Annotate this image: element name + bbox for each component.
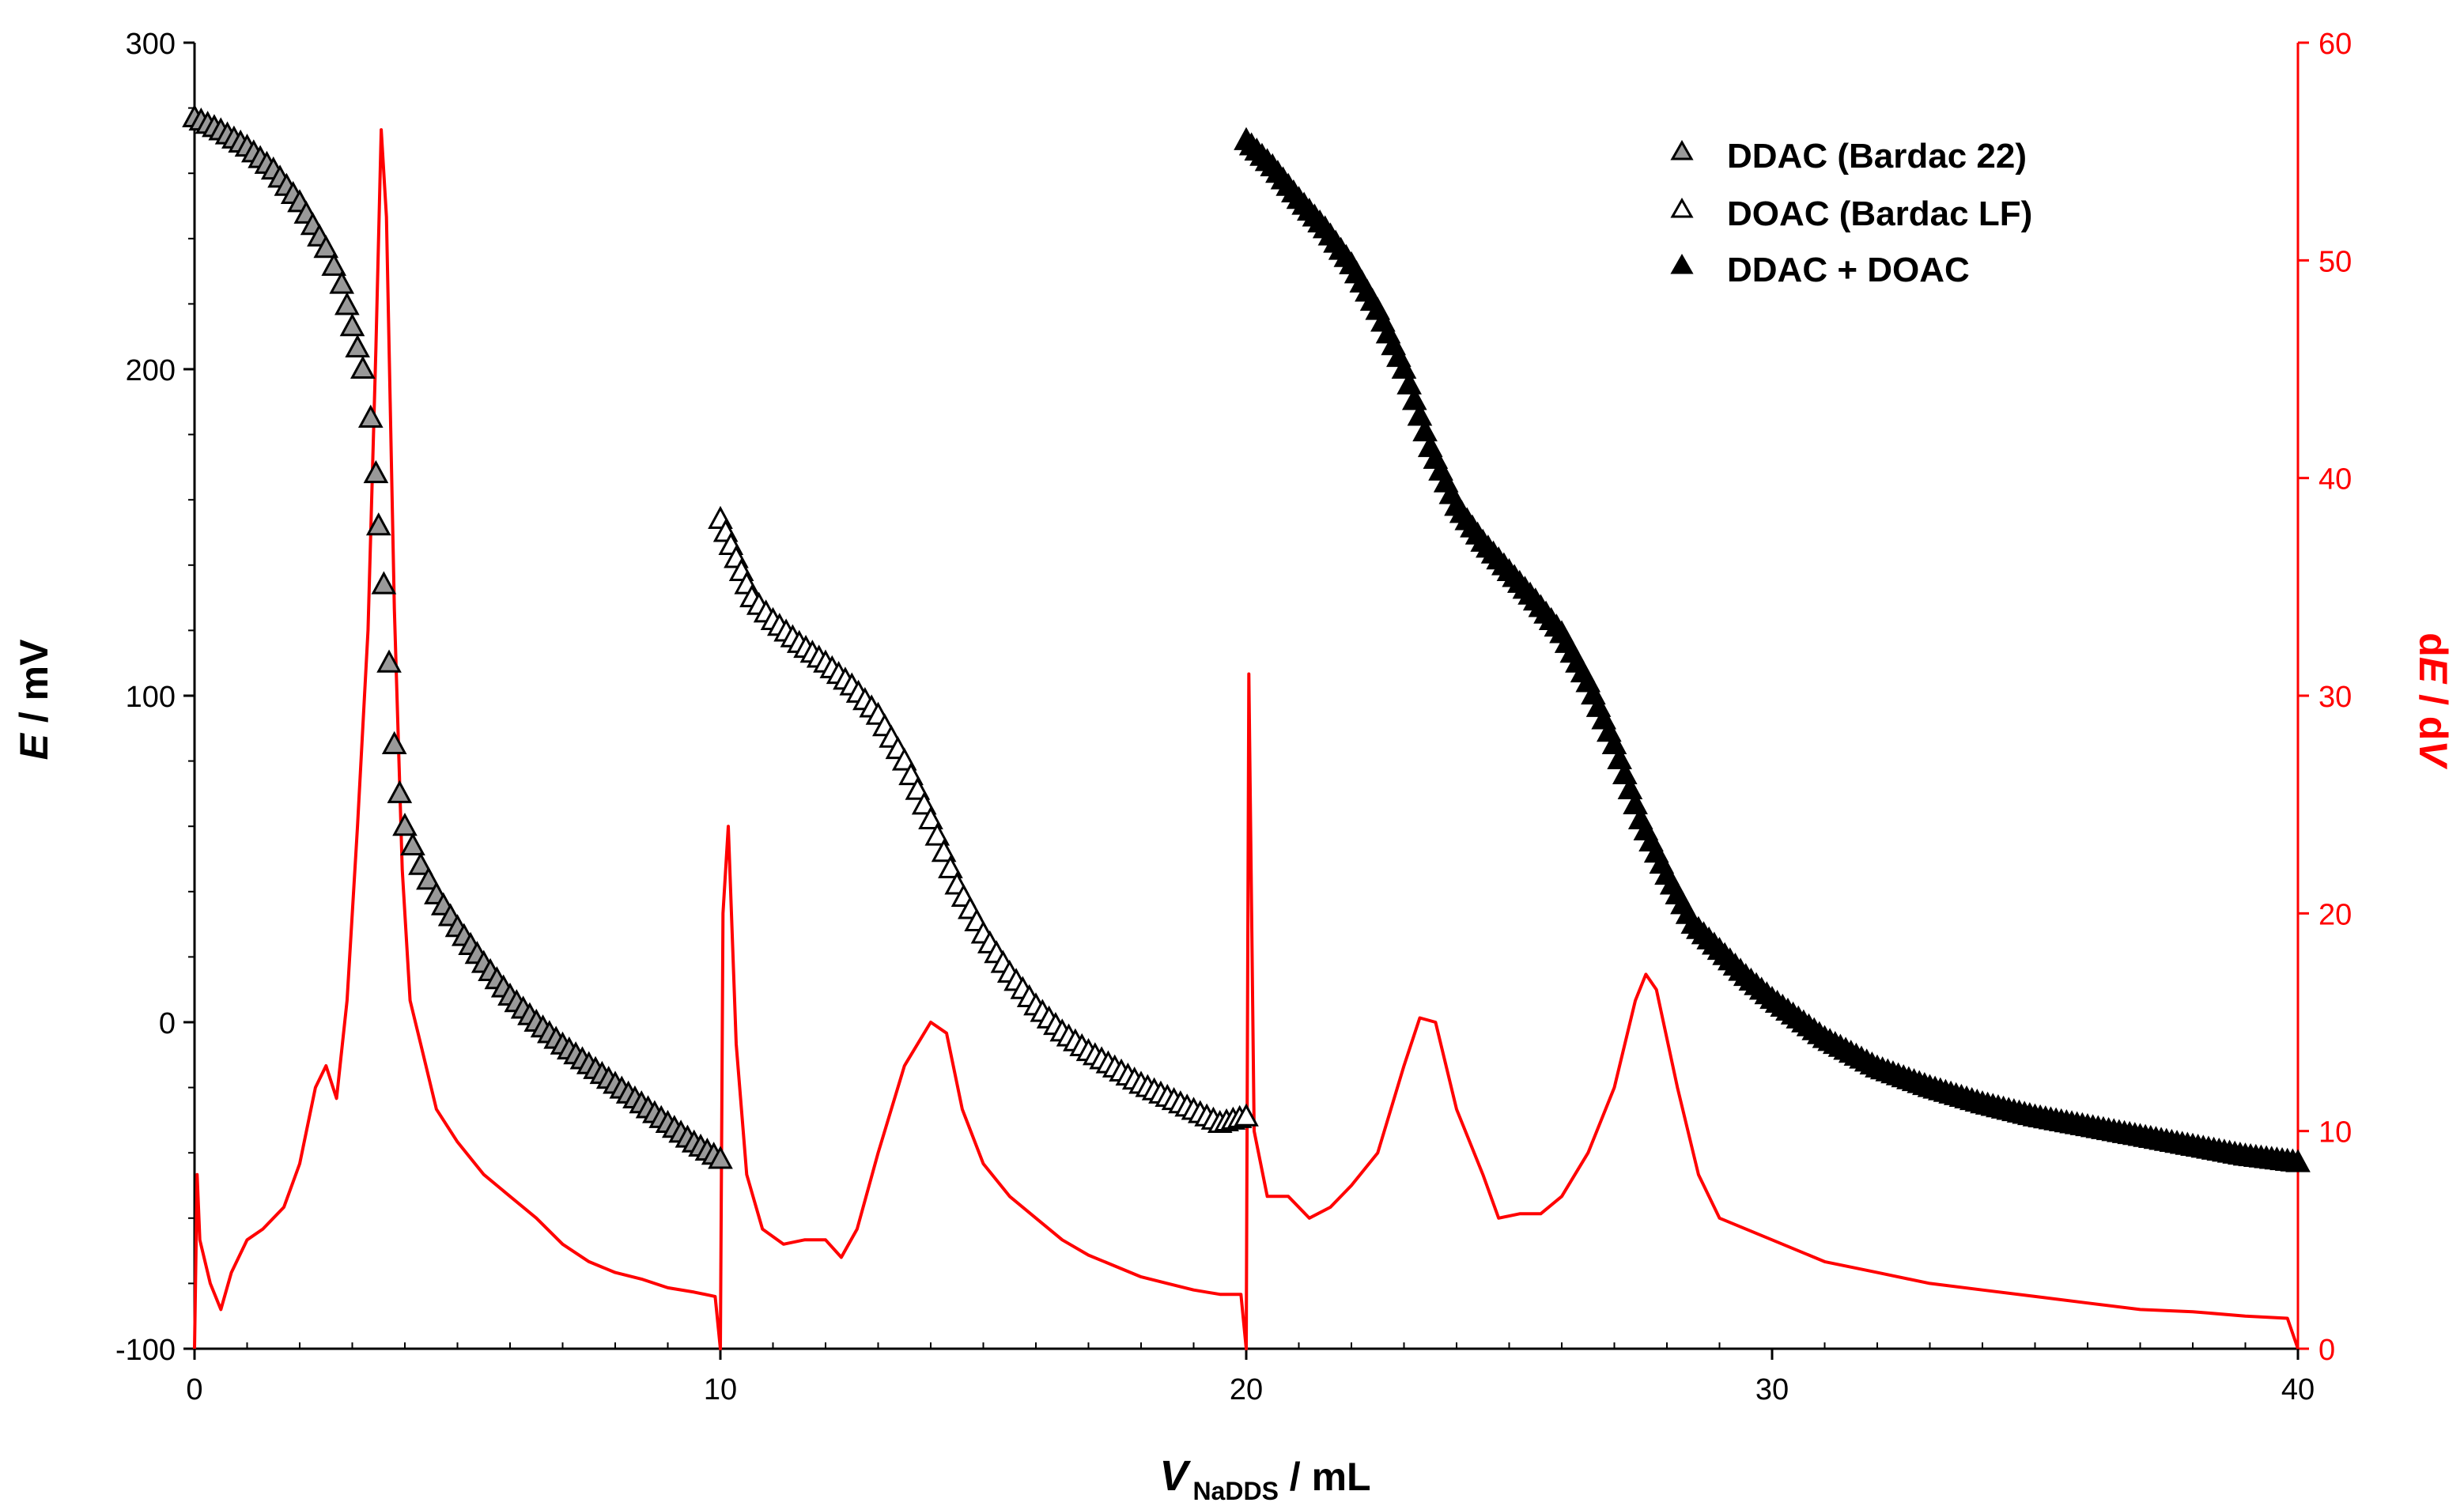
x-tick-label: 40 (2281, 1373, 2315, 1406)
y2-tick-label: 10 (2319, 1116, 2352, 1149)
y-axis-label: E / mV (12, 639, 56, 760)
series-3-markers (1234, 126, 2311, 1172)
x-axis-label-main: V (1159, 1452, 1191, 1500)
y2-tick-label: 60 (2319, 28, 2352, 61)
x-tick-label: 10 (704, 1373, 737, 1406)
data-point (392, 813, 418, 836)
x-tick-label: 30 (1755, 1373, 1789, 1406)
data-point (334, 292, 360, 315)
data-point (387, 780, 413, 803)
y-axis-label-unit: / mV (12, 639, 56, 734)
data-point (1234, 1103, 1259, 1127)
y-tick-label: 200 (126, 354, 176, 387)
data-point (918, 806, 943, 829)
y-tick-label: 300 (126, 28, 176, 61)
y2-axis-label-mid: / d (2411, 683, 2455, 740)
data-point (357, 404, 384, 428)
legend-marker-open-triangle (1670, 197, 1694, 218)
legend-label-doac: DOAC (Bardac LF) (1727, 194, 2032, 233)
legend-item-doac: DOAC (Bardac LF) (1670, 194, 2032, 233)
x-tick-label: 20 (1230, 1373, 1263, 1406)
y2-axis-label-prefix: d (2411, 632, 2455, 657)
legend-label-mixture: DDAC + DOAC (1727, 251, 1970, 289)
legend: DDAC (Bardac 22) DOAC (Bardac LF) DDAC +… (1670, 137, 2032, 289)
axes: -100 0 100 200 300 0 10 20 30 40 50 60 0 10 20 30 40 (115, 28, 2352, 1406)
legend-item-mixture: DDAC + DOAC (1670, 251, 1970, 289)
data-point (924, 822, 950, 846)
y2-tick-label: 20 (2319, 898, 2352, 931)
data-point (905, 776, 931, 800)
legend-marker-filled-triangle (1670, 253, 1694, 274)
y2-axis-label: dE / dV (2411, 632, 2455, 769)
data-point (339, 313, 365, 337)
y-tick-label: 100 (126, 681, 176, 714)
data-point (345, 334, 370, 358)
derivative-line (193, 128, 2300, 1350)
data-point (416, 866, 441, 890)
y-tick-label: -100 (115, 1334, 176, 1367)
series-1-markers (182, 104, 733, 1169)
data-point (898, 762, 924, 786)
y2-tick-label: 40 (2319, 463, 2352, 496)
y-tick-label: 0 (159, 1007, 176, 1040)
data-point (931, 839, 957, 863)
x-axis-label-sub: NaDDS (1192, 1477, 1278, 1505)
y2-tick-label: 30 (2319, 681, 2352, 714)
data-point (313, 235, 339, 259)
data-point (376, 649, 402, 673)
data-point (911, 791, 937, 815)
data-point (350, 355, 376, 379)
data-marks (182, 104, 2311, 1350)
data-point (400, 832, 425, 855)
y2-axis-label-main: E (2411, 657, 2455, 685)
svg-text:E / mV: E / mV (12, 639, 56, 760)
data-point (365, 512, 391, 536)
legend-label-ddac: DDAC (Bardac 22) (1727, 137, 2027, 176)
data-point (371, 571, 397, 595)
data-point (329, 270, 355, 294)
y2-tick-label: 50 (2319, 245, 2352, 278)
data-point (708, 1146, 733, 1169)
data-point (891, 747, 917, 771)
data-point (363, 460, 389, 484)
y2-axis-label-last: V (2411, 740, 2455, 769)
y-axis-label-main: E (12, 732, 56, 760)
legend-item-ddac: DDAC (Bardac 22) (1670, 137, 2027, 176)
x-axis-label: V NaDDS / mL (1159, 1452, 1370, 1505)
data-point (321, 252, 347, 276)
data-point (2285, 1149, 2311, 1172)
series-2-markers (708, 505, 1259, 1134)
data-point (381, 730, 407, 754)
legend-marker-gray-triangle (1670, 139, 1694, 160)
svg-text:dE / dV: dE / dV (2411, 632, 2455, 769)
x-tick-label: 0 (186, 1373, 202, 1406)
y2-tick-label: 0 (2319, 1334, 2335, 1367)
data-point (938, 855, 963, 878)
x-axis-label-unit: / mL (1279, 1455, 1371, 1499)
data-point (408, 851, 433, 875)
